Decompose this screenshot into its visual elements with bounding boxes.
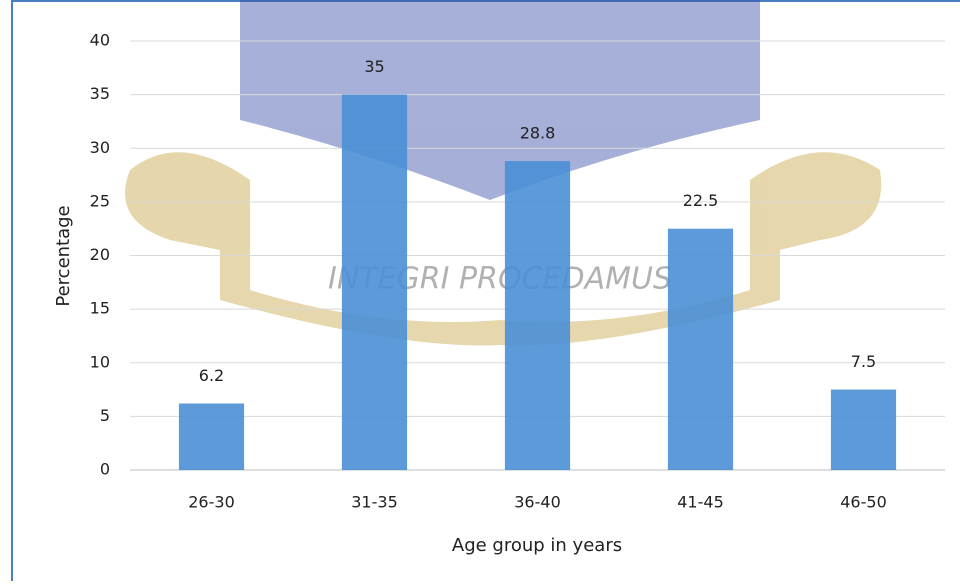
value-label: 28.8 — [520, 124, 556, 143]
x-tick-label: 46-50 — [840, 493, 887, 512]
bar — [831, 390, 896, 470]
x-tick-label: 41-45 — [677, 493, 724, 512]
y-axis-label: Percentage — [53, 205, 74, 306]
y-tick-label: 30 — [90, 138, 110, 157]
x-tick-label: 36-40 — [514, 493, 561, 512]
y-tick-label: 25 — [90, 191, 110, 210]
bar — [342, 95, 407, 470]
x-tick-label: 31-35 — [351, 493, 398, 512]
y-tick-label: 40 — [90, 31, 110, 50]
bar — [505, 161, 570, 470]
y-tick-label: 10 — [90, 352, 110, 371]
bar — [179, 404, 244, 470]
x-axis-label: Age group in years — [452, 535, 622, 556]
value-label: 6.2 — [199, 366, 224, 385]
x-tick-label: 26-30 — [188, 493, 235, 512]
bar — [668, 229, 733, 470]
value-label: 22.5 — [683, 191, 719, 210]
y-tick-label: 20 — [90, 245, 110, 264]
page: INTEGRI PROCEDAMUS Age group in years Pe… — [0, 0, 960, 585]
y-tick-label: 15 — [90, 299, 110, 318]
value-label: 35 — [364, 57, 384, 76]
value-label: 7.5 — [851, 352, 876, 371]
y-tick-label: 35 — [90, 84, 110, 103]
chart: INTEGRI PROCEDAMUS Age group in years Pe… — [0, 0, 960, 581]
y-tick-label: 5 — [100, 406, 110, 425]
y-tick-label: 0 — [100, 460, 110, 479]
